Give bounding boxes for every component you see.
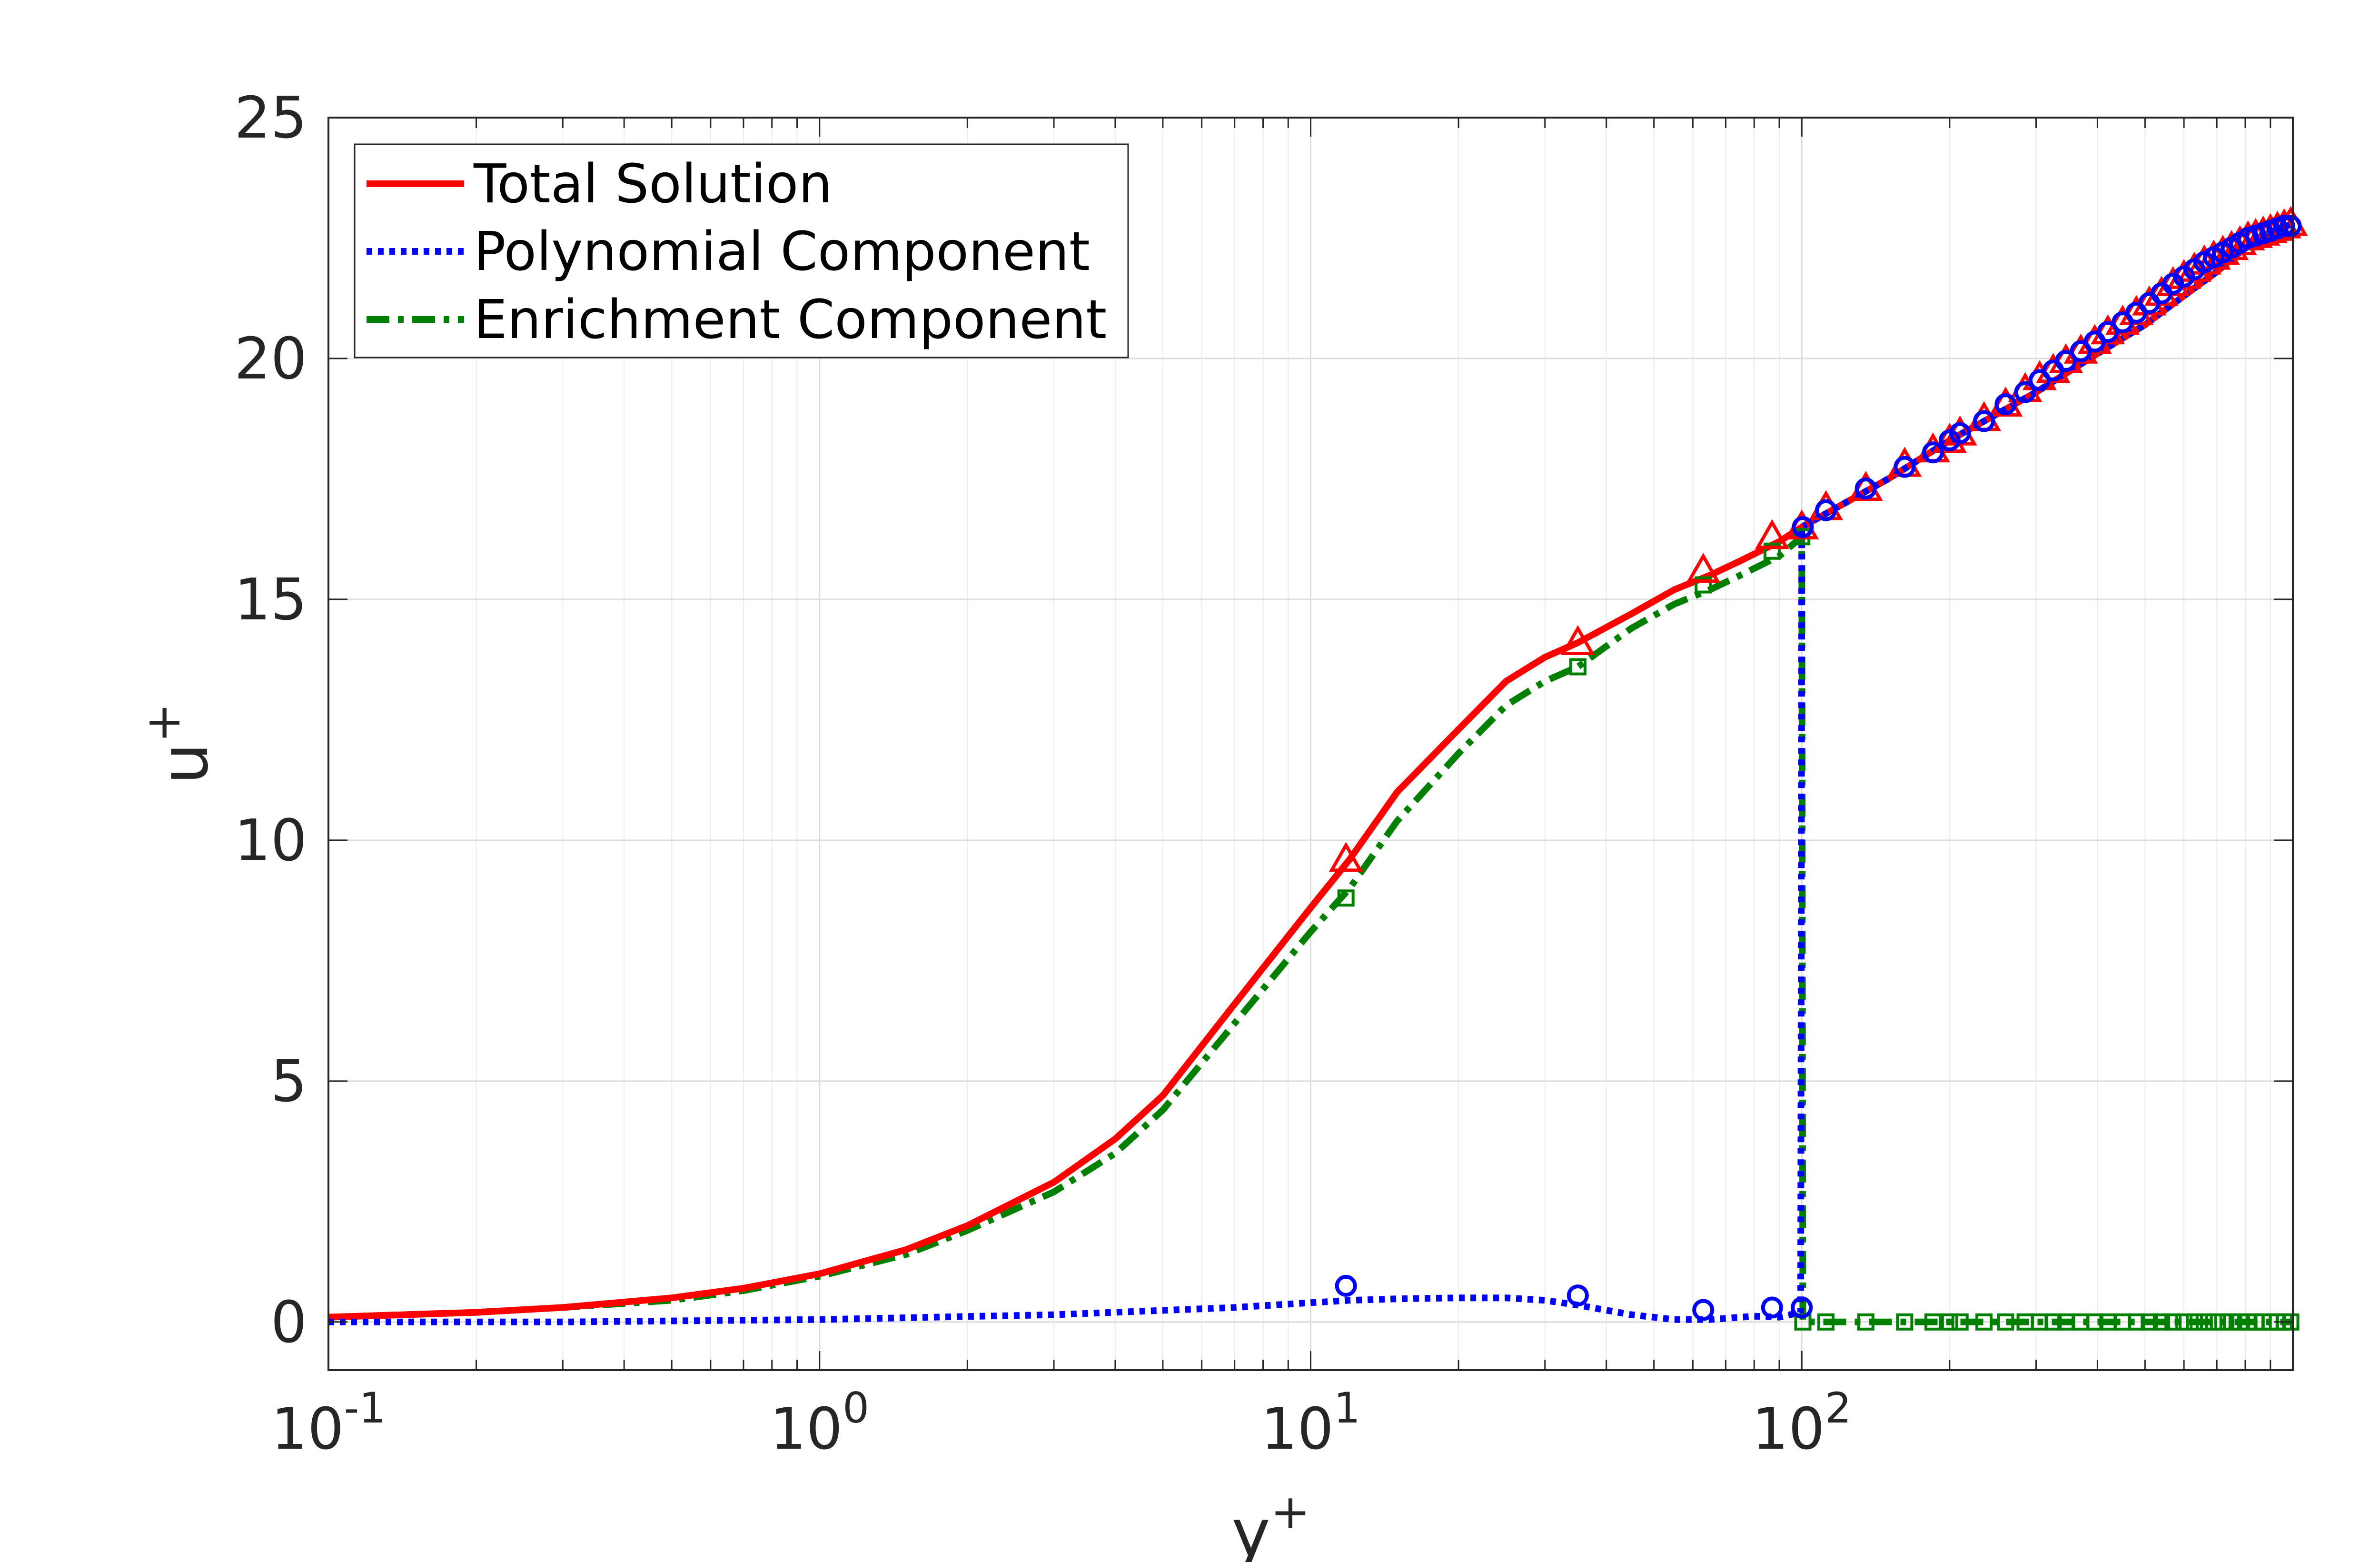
data-point-enrichment-component — [2205, 1313, 2222, 1331]
data-point-enrichment-component — [1997, 1313, 2014, 1331]
data-point-polynomial-component — [1791, 1296, 1813, 1319]
data-point-polynomial-component — [2055, 350, 2077, 372]
data-point-enrichment-component — [2164, 1313, 2182, 1331]
data-point-enrichment-component — [1951, 1313, 1969, 1331]
x-tick-label-exp: 2 — [1825, 1383, 1852, 1433]
x-tick-label-base: 10 — [770, 1396, 843, 1463]
y-tick-label: 15 — [234, 567, 307, 633]
data-point-enrichment-component — [2195, 1313, 2213, 1331]
x-tick-label-base: 10 — [271, 1396, 344, 1463]
data-point-polynomial-component — [1567, 1284, 1589, 1307]
x-tick-label: 102 — [1752, 1383, 1852, 1463]
legend-label-enrichment-component: Enrichment Component — [474, 289, 1107, 351]
y-axis-label: u+ — [135, 703, 223, 784]
y-tick-label: 10 — [234, 808, 307, 874]
x-tick-label: 100 — [770, 1383, 869, 1463]
data-point-enrichment-component — [1941, 1313, 1958, 1331]
data-point-polynomial-component — [2097, 321, 2119, 343]
data-point-enrichment-component — [2185, 1313, 2203, 1331]
x-tick-label: 10-1 — [271, 1383, 386, 1463]
data-point-enrichment-component — [1857, 1313, 1874, 1331]
x-tick-label-base: 10 — [1752, 1396, 1825, 1463]
data-point-enrichment-component — [1975, 1313, 1993, 1331]
y-axis-label-sup: + — [135, 703, 191, 743]
data-point-enrichment-component — [1569, 658, 1587, 676]
y-tick-label: 5 — [271, 1049, 307, 1115]
x-tick-label-exp: 0 — [843, 1383, 869, 1433]
y-tick-label: 25 — [234, 85, 307, 151]
data-point-enrichment-component — [1695, 576, 1712, 594]
data-point-polynomial-component — [1815, 499, 1837, 521]
data-point-polynomial-component — [1335, 1274, 1357, 1297]
data-point-enrichment-component — [2044, 1313, 2062, 1331]
data-point-enrichment-component — [2175, 1313, 2193, 1331]
data-point-polynomial-component — [1792, 516, 1814, 538]
data-point-enrichment-component — [2141, 1313, 2158, 1331]
data-point-enrichment-component — [2214, 1313, 2231, 1331]
data-point-total-solution — [1560, 625, 1595, 655]
data-point-polynomial-component — [1949, 422, 1971, 444]
data-point-polynomial-component — [1994, 393, 2017, 416]
data-point-enrichment-component — [1896, 1313, 1914, 1331]
data-point-polynomial-component — [2014, 381, 2036, 403]
data-point-polynomial-component — [1761, 1296, 1783, 1319]
data-point-enrichment-component — [1817, 1313, 1835, 1331]
data-point-enrichment-component — [2152, 1313, 2170, 1331]
legend-box — [354, 143, 1129, 358]
series-line-polynomial-component — [328, 220, 2294, 1325]
x-tick-label-base: 10 — [1261, 1396, 1334, 1463]
x-tick-label: 101 — [1261, 1383, 1360, 1463]
data-point-polynomial-component — [1854, 478, 1877, 500]
x-axis-label-sup: + — [1270, 1484, 1310, 1540]
data-point-total-solution — [1686, 553, 1721, 583]
y-tick-label: 20 — [234, 326, 307, 392]
legend-label-total-solution: Total Solution — [473, 153, 832, 215]
x-tick-label-exp: -1 — [344, 1383, 386, 1433]
data-point-polynomial-component — [1894, 456, 1916, 478]
data-point-enrichment-component — [1924, 1313, 1942, 1331]
data-point-polynomial-component — [1922, 441, 1944, 464]
data-point-polynomial-component — [1973, 410, 1995, 432]
x-tick-label-exp: 1 — [1334, 1383, 1360, 1433]
y-tick-label: 0 — [271, 1290, 307, 1356]
data-point-polynomial-component — [1692, 1299, 1715, 1321]
legend: Total Solution Polynomial Component Enri… — [354, 143, 1129, 358]
data-point-enrichment-component — [1337, 889, 1355, 907]
data-point-polynomial-component — [2280, 215, 2302, 237]
markers-layer — [1329, 206, 2308, 1331]
legend-label-polynomial-component: Polynomial Component — [474, 221, 1090, 283]
x-axis-label: y+ — [1231, 1484, 1310, 1562]
data-point-total-solution — [1329, 842, 1363, 872]
data-point-enrichment-component — [1763, 542, 1781, 560]
data-point-total-solution — [1755, 519, 1789, 549]
